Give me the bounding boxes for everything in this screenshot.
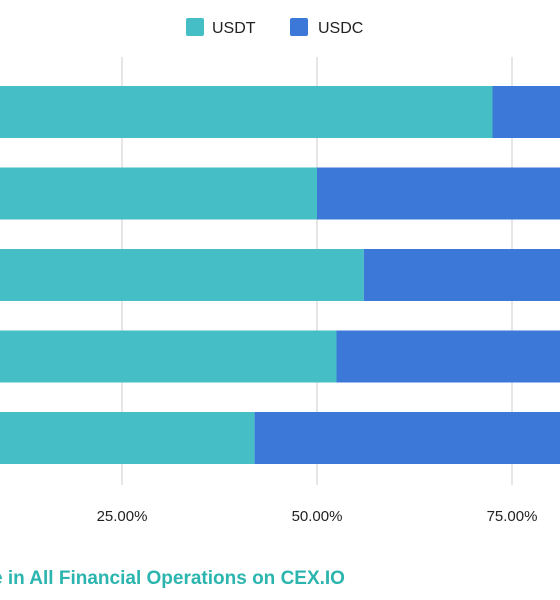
bar-usdt-1	[0, 167, 317, 220]
bars	[0, 86, 560, 464]
x-tick-label-1: 50.00%	[292, 508, 343, 525]
legend-label-usdc: USDC	[318, 20, 363, 37]
x-axis-ticks: 25.00% 50.00% 75.00%	[97, 508, 538, 525]
bar-usdt-0	[0, 86, 493, 138]
legend-swatch-usdc	[290, 18, 308, 36]
bar-usdt-3	[0, 330, 337, 383]
bar-usdc-2	[363, 249, 560, 301]
bar-usdc-0	[492, 86, 560, 138]
legend-swatch-usdt	[186, 18, 204, 36]
bar-usdc-1	[317, 167, 560, 220]
bar-usdc-4	[254, 412, 560, 464]
legend: USDT USDC	[186, 18, 363, 37]
bar-usdt-2	[0, 249, 364, 301]
x-tick-label-0: 25.00%	[97, 508, 148, 525]
legend-label-usdt: USDT	[212, 20, 256, 37]
bar-usdt-4	[0, 412, 255, 464]
x-tick-label-2: 75.00%	[487, 508, 538, 525]
chart-caption: e in All Financial Operations on CEX.IO	[0, 568, 345, 589]
bar-usdc-3	[336, 330, 560, 383]
